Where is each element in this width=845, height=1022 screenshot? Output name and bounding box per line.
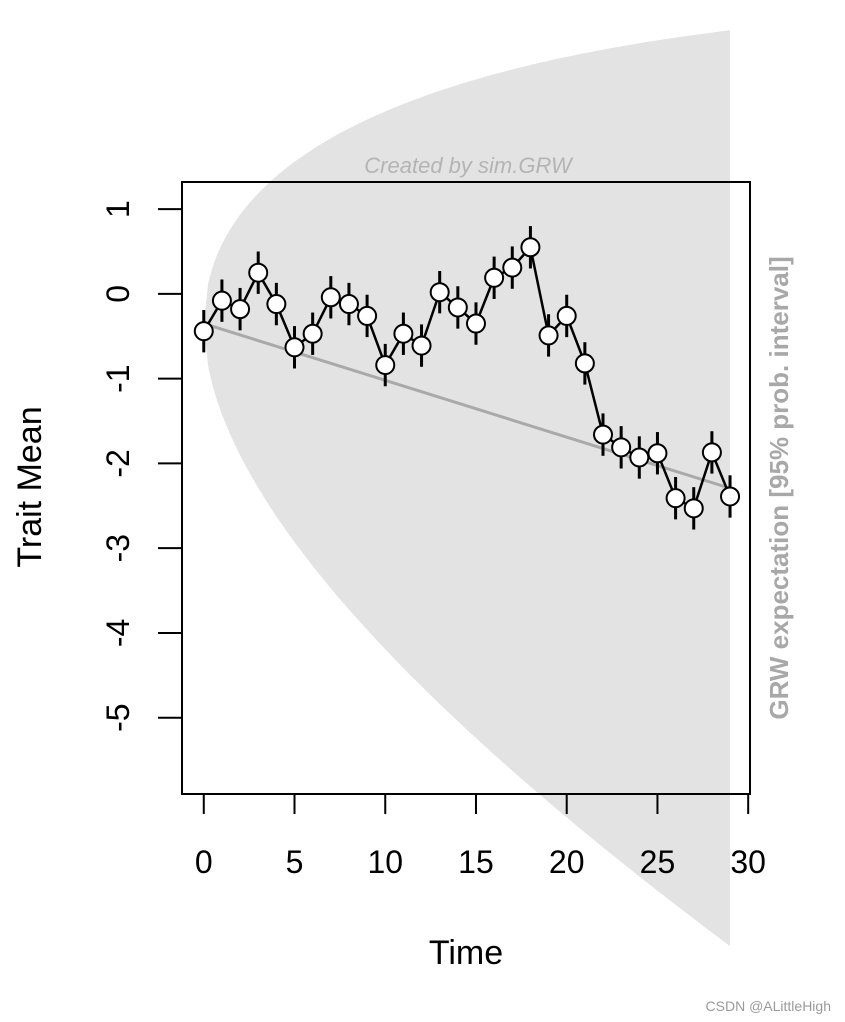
data-point bbox=[211, 290, 232, 311]
x-tick-label: 10 bbox=[367, 844, 403, 880]
data-point bbox=[574, 353, 595, 374]
prediction-interval-layer bbox=[203, 30, 731, 947]
data-point bbox=[447, 297, 468, 318]
data-point bbox=[611, 437, 632, 458]
data-point bbox=[284, 337, 305, 358]
data-point bbox=[665, 488, 686, 509]
data-point bbox=[701, 442, 722, 463]
data-point bbox=[502, 257, 523, 278]
data-point bbox=[411, 335, 432, 356]
y-tick-label: -2 bbox=[100, 449, 136, 477]
data-point bbox=[429, 282, 450, 303]
data-point bbox=[320, 287, 341, 308]
data-point bbox=[193, 321, 214, 342]
data-point bbox=[302, 323, 323, 344]
data-point bbox=[556, 305, 577, 326]
data-point bbox=[647, 443, 668, 464]
data-point bbox=[465, 313, 486, 334]
x-axis-title: Time bbox=[429, 934, 503, 972]
x-tick-label: 20 bbox=[549, 844, 585, 880]
watermark: CSDN @ALittleHigh bbox=[705, 998, 831, 1014]
data-point bbox=[520, 237, 541, 258]
y-tick-label: -5 bbox=[100, 703, 136, 731]
data-point bbox=[357, 305, 378, 326]
y-tick-label: 0 bbox=[100, 285, 136, 303]
x-tick-label: 0 bbox=[195, 844, 213, 880]
chart-subtitle: Created by sim.GRW bbox=[364, 153, 574, 178]
data-point bbox=[629, 447, 650, 468]
x-tick-label: 30 bbox=[730, 844, 766, 880]
expectation-legend-label: GRW expectation [95% prob. interval] bbox=[764, 256, 794, 719]
x-axis: 0 5 10 15 20 25 30 bbox=[195, 793, 766, 880]
data-point bbox=[683, 498, 704, 519]
data-point bbox=[393, 323, 414, 344]
data-point bbox=[538, 325, 559, 346]
x-tick-label: 25 bbox=[640, 844, 676, 880]
y-axis-title: Trait Mean bbox=[11, 406, 49, 567]
series-layer bbox=[193, 226, 741, 530]
y-axis: 1 0 -1 -2 -3 -4 -5 bbox=[100, 200, 183, 732]
data-point bbox=[230, 299, 251, 320]
y-tick-label: -4 bbox=[100, 619, 136, 647]
y-tick-label: -3 bbox=[100, 534, 136, 562]
data-point bbox=[248, 262, 269, 283]
data-point bbox=[338, 294, 359, 315]
x-tick-label: 5 bbox=[286, 844, 304, 880]
prediction-interval-band bbox=[203, 30, 731, 947]
y-tick-label: -1 bbox=[100, 364, 136, 392]
data-point bbox=[266, 294, 287, 315]
x-tick-label: 15 bbox=[458, 844, 494, 880]
data-point bbox=[720, 486, 741, 507]
data-point bbox=[484, 267, 505, 288]
data-point bbox=[375, 355, 396, 376]
y-tick-label: 1 bbox=[100, 200, 136, 218]
data-point bbox=[593, 424, 614, 445]
